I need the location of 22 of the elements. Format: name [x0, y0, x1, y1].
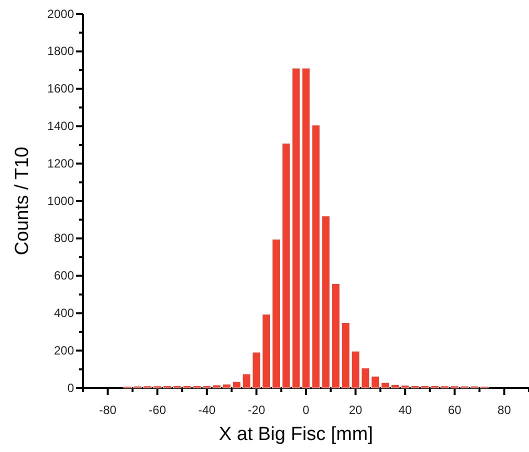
y-axis-title: Counts / T10	[12, 146, 33, 256]
x-tick-label: 0	[302, 402, 310, 417]
x-tick-label: -60	[148, 402, 166, 417]
x-tick-label: 80	[498, 402, 512, 417]
y-tick-label: 1800	[47, 44, 74, 58]
y-tick-label: 1600	[47, 82, 74, 96]
x-tick-label: 60	[448, 402, 462, 417]
x-tick-label: -20	[248, 402, 266, 417]
y-tick-label: 1000	[47, 194, 74, 208]
y-tick-label: 200	[54, 343, 74, 358]
x-tick-label: -80	[99, 402, 117, 417]
y-tick-label: 800	[54, 231, 74, 246]
y-tick-label: 600	[54, 268, 74, 283]
x-tick-label: 40	[398, 402, 412, 417]
y-tick-label: 2000	[47, 6, 74, 21]
y-tick-label: 0	[67, 380, 74, 395]
y-tick-label: 1200	[47, 156, 74, 170]
y-tick-label: 1400	[47, 119, 74, 134]
y-tick-label: 400	[54, 306, 74, 320]
x-tick-label: -40	[198, 402, 216, 417]
x-tick-label: 20	[348, 402, 363, 417]
x-axis-title: X at Big Fisc [mm]	[218, 424, 374, 445]
